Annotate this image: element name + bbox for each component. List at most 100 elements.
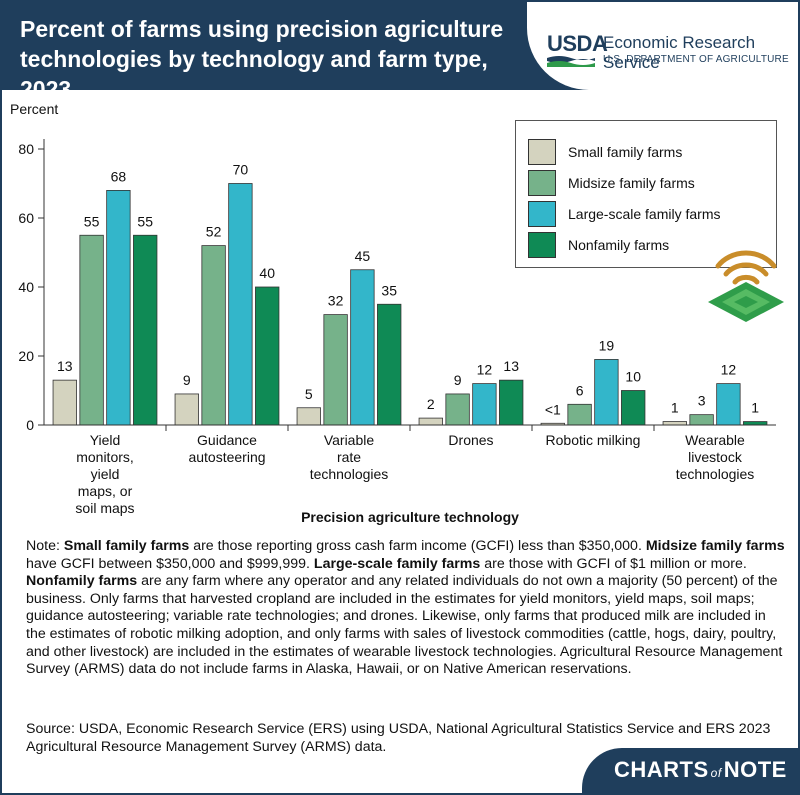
bar-value-label: 13: [503, 358, 519, 374]
x-tick-label: Yield: [90, 432, 121, 448]
x-axis-title: Precision agriculture technology: [301, 509, 519, 525]
bar-value-label: 19: [599, 337, 615, 353]
agency-name: Economic Research Service: [603, 33, 756, 72]
bar: [255, 286, 280, 426]
notes-term-large: Large-scale family farms: [313, 555, 481, 572]
x-tick-label: livestock: [688, 449, 743, 465]
y-tick-label: 80: [18, 141, 34, 157]
charts-of-note-banner: [582, 748, 798, 793]
x-tick-label: Robotic milking: [546, 432, 641, 448]
bar-value-label: 55: [137, 213, 153, 229]
bar: [689, 414, 714, 426]
bar-value-label: 45: [355, 248, 371, 264]
notes-term-nonfamily: Nonfamily farms: [26, 573, 138, 590]
department-name: U.S. DEPARTMENT OF AGRICULTURE: [603, 54, 789, 65]
notes-term-small: Small family farms: [63, 538, 190, 554]
bar: [567, 403, 592, 426]
legend-swatch-small: [528, 139, 556, 165]
x-tick-label: Drones: [448, 432, 493, 448]
usda-wordmark: USDA: [547, 31, 608, 56]
y-tick-label: 0: [26, 417, 34, 433]
bar-value-label: 55: [84, 213, 100, 229]
bar-value-label: 2: [427, 396, 435, 412]
x-tick-label: autosteering: [188, 449, 265, 465]
x-tick-label: monitors,: [76, 449, 134, 465]
bar-value-label: 5: [305, 386, 313, 402]
x-tick-label: Guidance: [197, 432, 257, 448]
bar-value-label: 10: [625, 369, 641, 385]
legend-label-midsize: Midsize family farms: [568, 175, 695, 191]
logo-panel: [527, 2, 798, 90]
x-tick-label: maps, or: [78, 483, 133, 499]
bar: [323, 314, 348, 426]
bar: [716, 383, 741, 426]
bar: [418, 417, 443, 426]
legend-item-small: Small family farms: [528, 139, 682, 165]
usda-logo-icon: [547, 56, 595, 67]
bar: [106, 190, 131, 426]
x-tick-label: technologies: [310, 466, 389, 482]
bar-value-label: 9: [183, 372, 191, 388]
bar-value-label: 32: [328, 293, 344, 309]
notes-text-midsize: have GCFI between $350,000 and $999,999.: [26, 555, 314, 572]
bar: [296, 407, 321, 426]
bar: [662, 421, 687, 426]
bar-value-label: 35: [381, 282, 397, 298]
bar-value-label: 52: [206, 224, 222, 240]
notes-text-nonfamily: are any farm where any operator and any …: [26, 573, 783, 678]
legend-item-nonfamily: Nonfamily farms: [528, 232, 669, 258]
bar: [228, 183, 253, 426]
bar: [594, 359, 619, 426]
notes-text-large: are those with GCFI of $1 million or mor…: [480, 555, 747, 572]
notes-term-midsize: Midsize family farms: [645, 538, 785, 554]
y-tick-label: 60: [18, 210, 34, 226]
legend-label-nonfamily: Nonfamily farms: [568, 237, 670, 253]
bar-value-label: 68: [111, 168, 127, 184]
legend-swatch-midsize: [528, 170, 556, 196]
bar: [201, 245, 226, 426]
x-tick-label: yield: [91, 466, 120, 482]
x-tick-label: soil maps: [75, 500, 134, 516]
bar: [133, 234, 158, 426]
bar: [79, 234, 104, 426]
legend-swatch-large: [528, 201, 556, 227]
x-tick-label: technologies: [676, 466, 755, 482]
y-tick-label: 40: [18, 279, 34, 295]
bar: [445, 393, 470, 426]
bar: [499, 379, 524, 426]
legend-label-large: Large-scale family farms: [568, 206, 721, 222]
bar-value-label: 12: [477, 362, 493, 378]
bar: [52, 379, 77, 426]
bar-chart: Percent02040608013556855Yieldmonitors,yi…: [10, 101, 776, 525]
bar: [377, 303, 402, 426]
bar: [174, 393, 199, 426]
legend-item-midsize: Midsize family farms: [528, 170, 695, 196]
bar-value-label: 3: [698, 393, 706, 409]
bar-value-label: 40: [259, 265, 275, 281]
chart-legend: Small family farms Midsize family farms …: [515, 120, 777, 268]
chart-source: Source: USDA, Economic Research Service …: [26, 721, 771, 755]
chart-notes: Note: Small family farms are those repor…: [26, 538, 786, 679]
bar-value-label: 6: [576, 382, 584, 398]
bar-value-label: 1: [671, 400, 679, 416]
bar-value-label: 1: [751, 400, 759, 416]
bar-value-label: 12: [721, 362, 737, 378]
y-axis-label: Percent: [10, 101, 58, 117]
x-tick-label: Variable: [324, 432, 375, 448]
wireless-field-icon: [708, 250, 784, 322]
notes-text-small: are those reporting gross cash farm inco…: [189, 538, 646, 554]
legend-item-large: Large-scale family farms: [528, 201, 721, 227]
bar-value-label: 9: [454, 372, 462, 388]
bar: [350, 269, 375, 426]
x-tick-label: Wearable: [685, 432, 745, 448]
x-tick-label: rate: [337, 449, 361, 465]
y-tick-label: 20: [18, 348, 34, 364]
legend-swatch-nonfamily: [528, 232, 556, 258]
bar-value-label: 13: [57, 358, 73, 374]
chart-title: Percent of farms using precision agricul…: [20, 16, 504, 102]
bar: [621, 390, 646, 426]
charts-of-note-logo: CHARTS ofNOTE: [614, 757, 787, 783]
bar-value-label: 70: [233, 162, 249, 178]
bar: [472, 383, 497, 426]
